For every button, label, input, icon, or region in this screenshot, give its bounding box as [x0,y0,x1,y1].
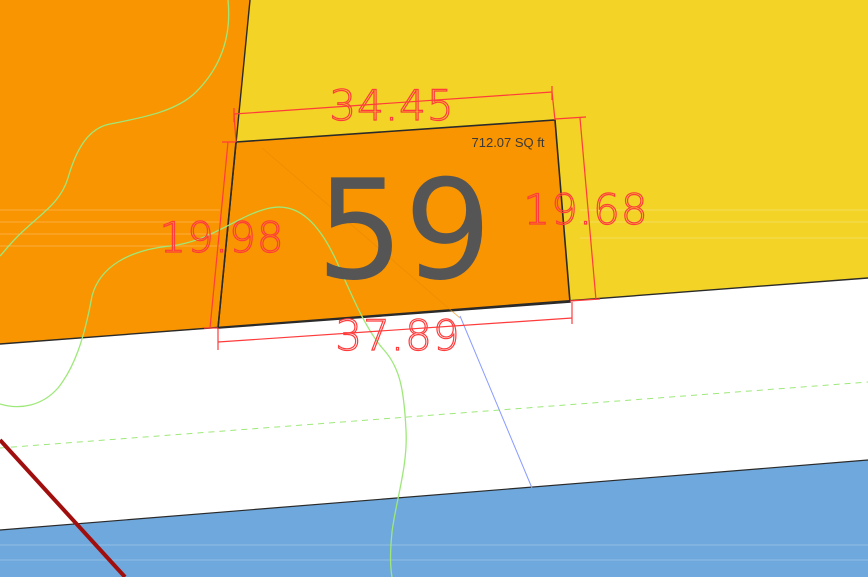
contour-line-1 [0,0,230,257]
water-body-blue[interactable] [0,460,868,577]
lot-area-label: 712.07 SQ ft [472,135,545,150]
water-boundary-line [0,459,868,531]
parcel-divider-left [217,0,251,329]
blue-utility-line [459,315,533,489]
dim-label-top: 34.45 [329,81,454,130]
raster-noise-lines [0,209,868,561]
lot-internal-line [261,147,461,319]
dim-label-left: 19.98 [159,213,284,262]
road-centerline [0,381,868,449]
dim-line-bottom [217,317,573,343]
dim-line-right [579,117,597,301]
dim-label-right: 19.68 [523,185,648,234]
lot-number-label[interactable]: 59 [316,150,492,311]
contour-line-2 [0,206,407,577]
dim-line-top [233,91,553,115]
road-top-boundary [0,277,868,345]
neighbor-parcel-orange[interactable] [0,0,250,344]
dim-line-left [209,141,229,329]
dim-label-bottom: 37.89 [335,311,460,360]
dimension-lines [204,86,601,350]
easement-diagonal-line [0,438,127,577]
